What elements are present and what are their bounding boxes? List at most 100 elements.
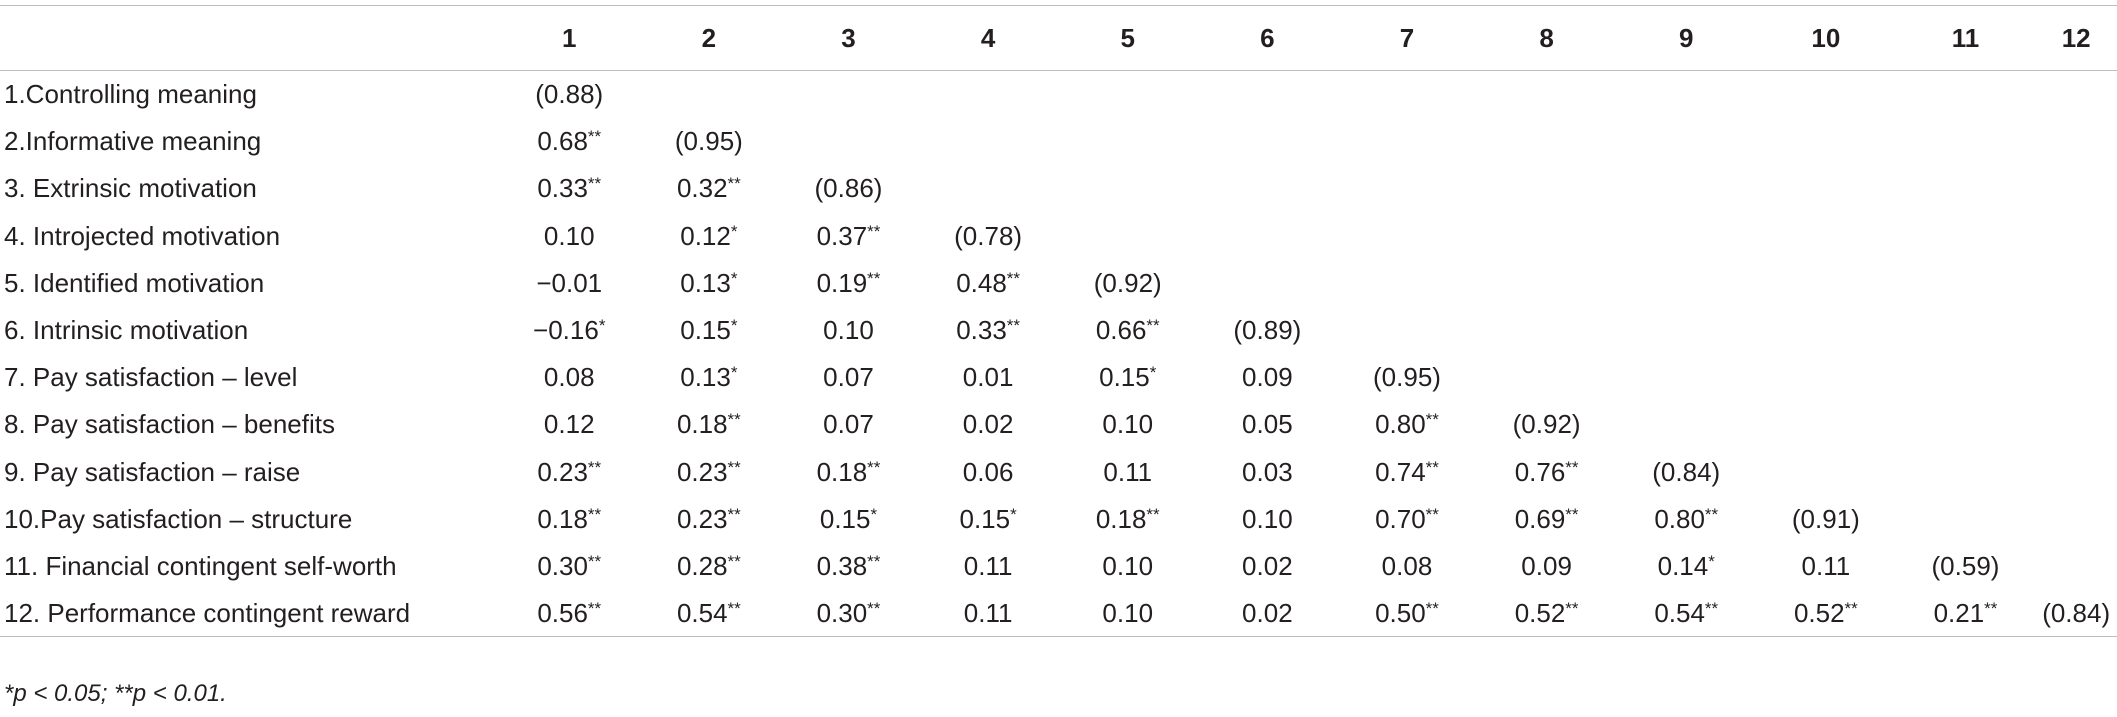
empty-cell [1616, 118, 1756, 165]
table-body: 1.Controlling meaning (0.88) 2.Informative… [0, 71, 2117, 637]
table-row: 4. Introjected motivation 0.10 0.12* 0.37**… [0, 212, 2117, 259]
row-label: 12. Performance contingent reward [4, 597, 411, 628]
table-cell: 0.30** [816, 597, 881, 628]
header-row: 1 2 3 4 5 6 7 8 9 10 11 12 [0, 5, 2117, 71]
empty-cell [1616, 71, 1756, 118]
empty-cell [1198, 259, 1338, 306]
table-row: 1.Controlling meaning (0.88) [0, 71, 2117, 118]
column-header-11: 11 [1951, 22, 1980, 53]
empty-cell [1896, 212, 2036, 259]
table-cell: 0.70** [1375, 503, 1439, 534]
empty-cell [1477, 71, 1617, 118]
row-label: 4. Introjected motivation [4, 220, 281, 251]
table-cell: −0.16* [533, 315, 606, 346]
table-cell: 0.10 [1102, 550, 1154, 581]
table-cell: 0.15* [1099, 362, 1157, 393]
empty-cell [1756, 259, 1896, 306]
empty-cell [779, 71, 919, 118]
empty-cell [1756, 354, 1896, 401]
table-cell: 0.02 [1242, 597, 1293, 628]
table-header: 1 2 3 4 5 6 7 8 9 10 11 12 [0, 5, 2117, 71]
row-label: 10.Pay satisfaction – structure [4, 503, 353, 534]
table-cell: 0.18** [816, 456, 881, 487]
table-cell: 0.54** [1654, 597, 1719, 628]
table-cell: 0.52** [1793, 597, 1858, 628]
empty-cell [1896, 448, 2036, 495]
empty-cell [1896, 354, 2036, 401]
table-cell: 0.02 [1242, 550, 1293, 581]
header-label-column [0, 6, 499, 71]
column-header-10: 10 [1811, 22, 1841, 53]
empty-cell [1616, 401, 1756, 448]
table-row: 3. Extrinsic motivation 0.33** 0.32** (0.86… [0, 165, 2117, 212]
empty-cell [1337, 118, 1477, 165]
empty-cell [1756, 165, 1896, 212]
empty-cell [1896, 306, 2036, 353]
table-cell: 0.38** [816, 550, 881, 581]
table-cell: 0.06 [962, 456, 1014, 487]
row-label: 8. Pay satisfaction – benefits [4, 409, 335, 440]
table-row: 5. Identified motivation −0.01 0.13* 0.19**… [0, 259, 2117, 306]
table-cell: 0.21** [1933, 597, 1998, 628]
table-cell: 0.76** [1514, 456, 1579, 487]
table-cell: 0.54** [676, 597, 741, 628]
empty-cell [1756, 71, 1896, 118]
table-cell: −0.01 [536, 267, 603, 298]
table-cell: 0.10 [823, 315, 874, 346]
table-cell: 0.10 [1102, 409, 1154, 440]
table-cell: 0.07 [823, 409, 874, 440]
table-cell: (0.92) [1093, 267, 1162, 298]
empty-cell [1058, 212, 1198, 259]
column-header-1: 1 [562, 22, 577, 53]
empty-cell [1616, 306, 1756, 353]
table-cell: 0.66** [1095, 315, 1160, 346]
table-row: 10.Pay satisfaction – structure 0.18** 0.2… [0, 495, 2117, 542]
row-label: 1.Controlling meaning [4, 79, 257, 110]
table-cell: (0.86) [814, 173, 883, 204]
empty-cell [1756, 401, 1896, 448]
table-cell: 0.33** [956, 315, 1021, 346]
column-header-5: 5 [1120, 22, 1135, 53]
empty-cell [1477, 354, 1617, 401]
row-label: 7. Pay satisfaction – level [4, 362, 298, 393]
correlation-table: 1 2 3 4 5 6 7 8 9 10 11 12 1.Controlling meaning (0.… [0, 5, 2117, 637]
empty-cell [1896, 71, 2036, 118]
table-cell: 0.30** [537, 550, 602, 581]
empty-cell [2035, 354, 2117, 401]
table-row: 8. Pay satisfaction – benefits 0.12 0.18**… [0, 401, 2117, 448]
empty-cell [2035, 542, 2117, 589]
table-cell: 0.15* [680, 315, 738, 346]
table-cell: (0.59) [1931, 550, 2000, 581]
table-cell: (0.91) [1791, 503, 1860, 534]
table-cell: 0.19** [816, 267, 881, 298]
table-cell: 0.11 [963, 550, 1013, 581]
empty-cell [1896, 495, 2036, 542]
empty-cell [918, 71, 1058, 118]
table-cell: (0.95) [1373, 362, 1441, 393]
empty-cell [1616, 259, 1756, 306]
table-row: 2.Informative meaning 0.68** (0.95) [0, 118, 2117, 165]
column-header-8: 8 [1539, 22, 1554, 53]
empty-cell [1058, 71, 1198, 118]
table-cell: 0.69** [1514, 503, 1579, 534]
table-cell: (0.95) [674, 126, 743, 157]
table-cell: 0.07 [823, 362, 874, 393]
table-cell: 0.80** [1375, 409, 1439, 440]
table-cell: 0.03 [1242, 456, 1293, 487]
empty-cell [1756, 118, 1896, 165]
table-row: 12. Performance contingent reward 0.56** 0… [0, 590, 2117, 637]
column-header-6: 6 [1260, 22, 1275, 53]
row-label: 9. Pay satisfaction – raise [4, 456, 301, 487]
empty-cell [2035, 165, 2117, 212]
empty-cell [1756, 212, 1896, 259]
table-row: 11. Financial contingent self-worth 0.30*… [0, 542, 2117, 589]
table-cell: 0.09 [1521, 550, 1572, 581]
table-cell: 0.80** [1654, 503, 1719, 534]
empty-cell [1896, 165, 2036, 212]
empty-cell [1337, 306, 1477, 353]
empty-cell [1477, 118, 1617, 165]
table-cell: 0.01 [962, 362, 1014, 393]
empty-cell [1198, 165, 1338, 212]
row-label: 11. Financial contingent self-worth [4, 550, 397, 581]
